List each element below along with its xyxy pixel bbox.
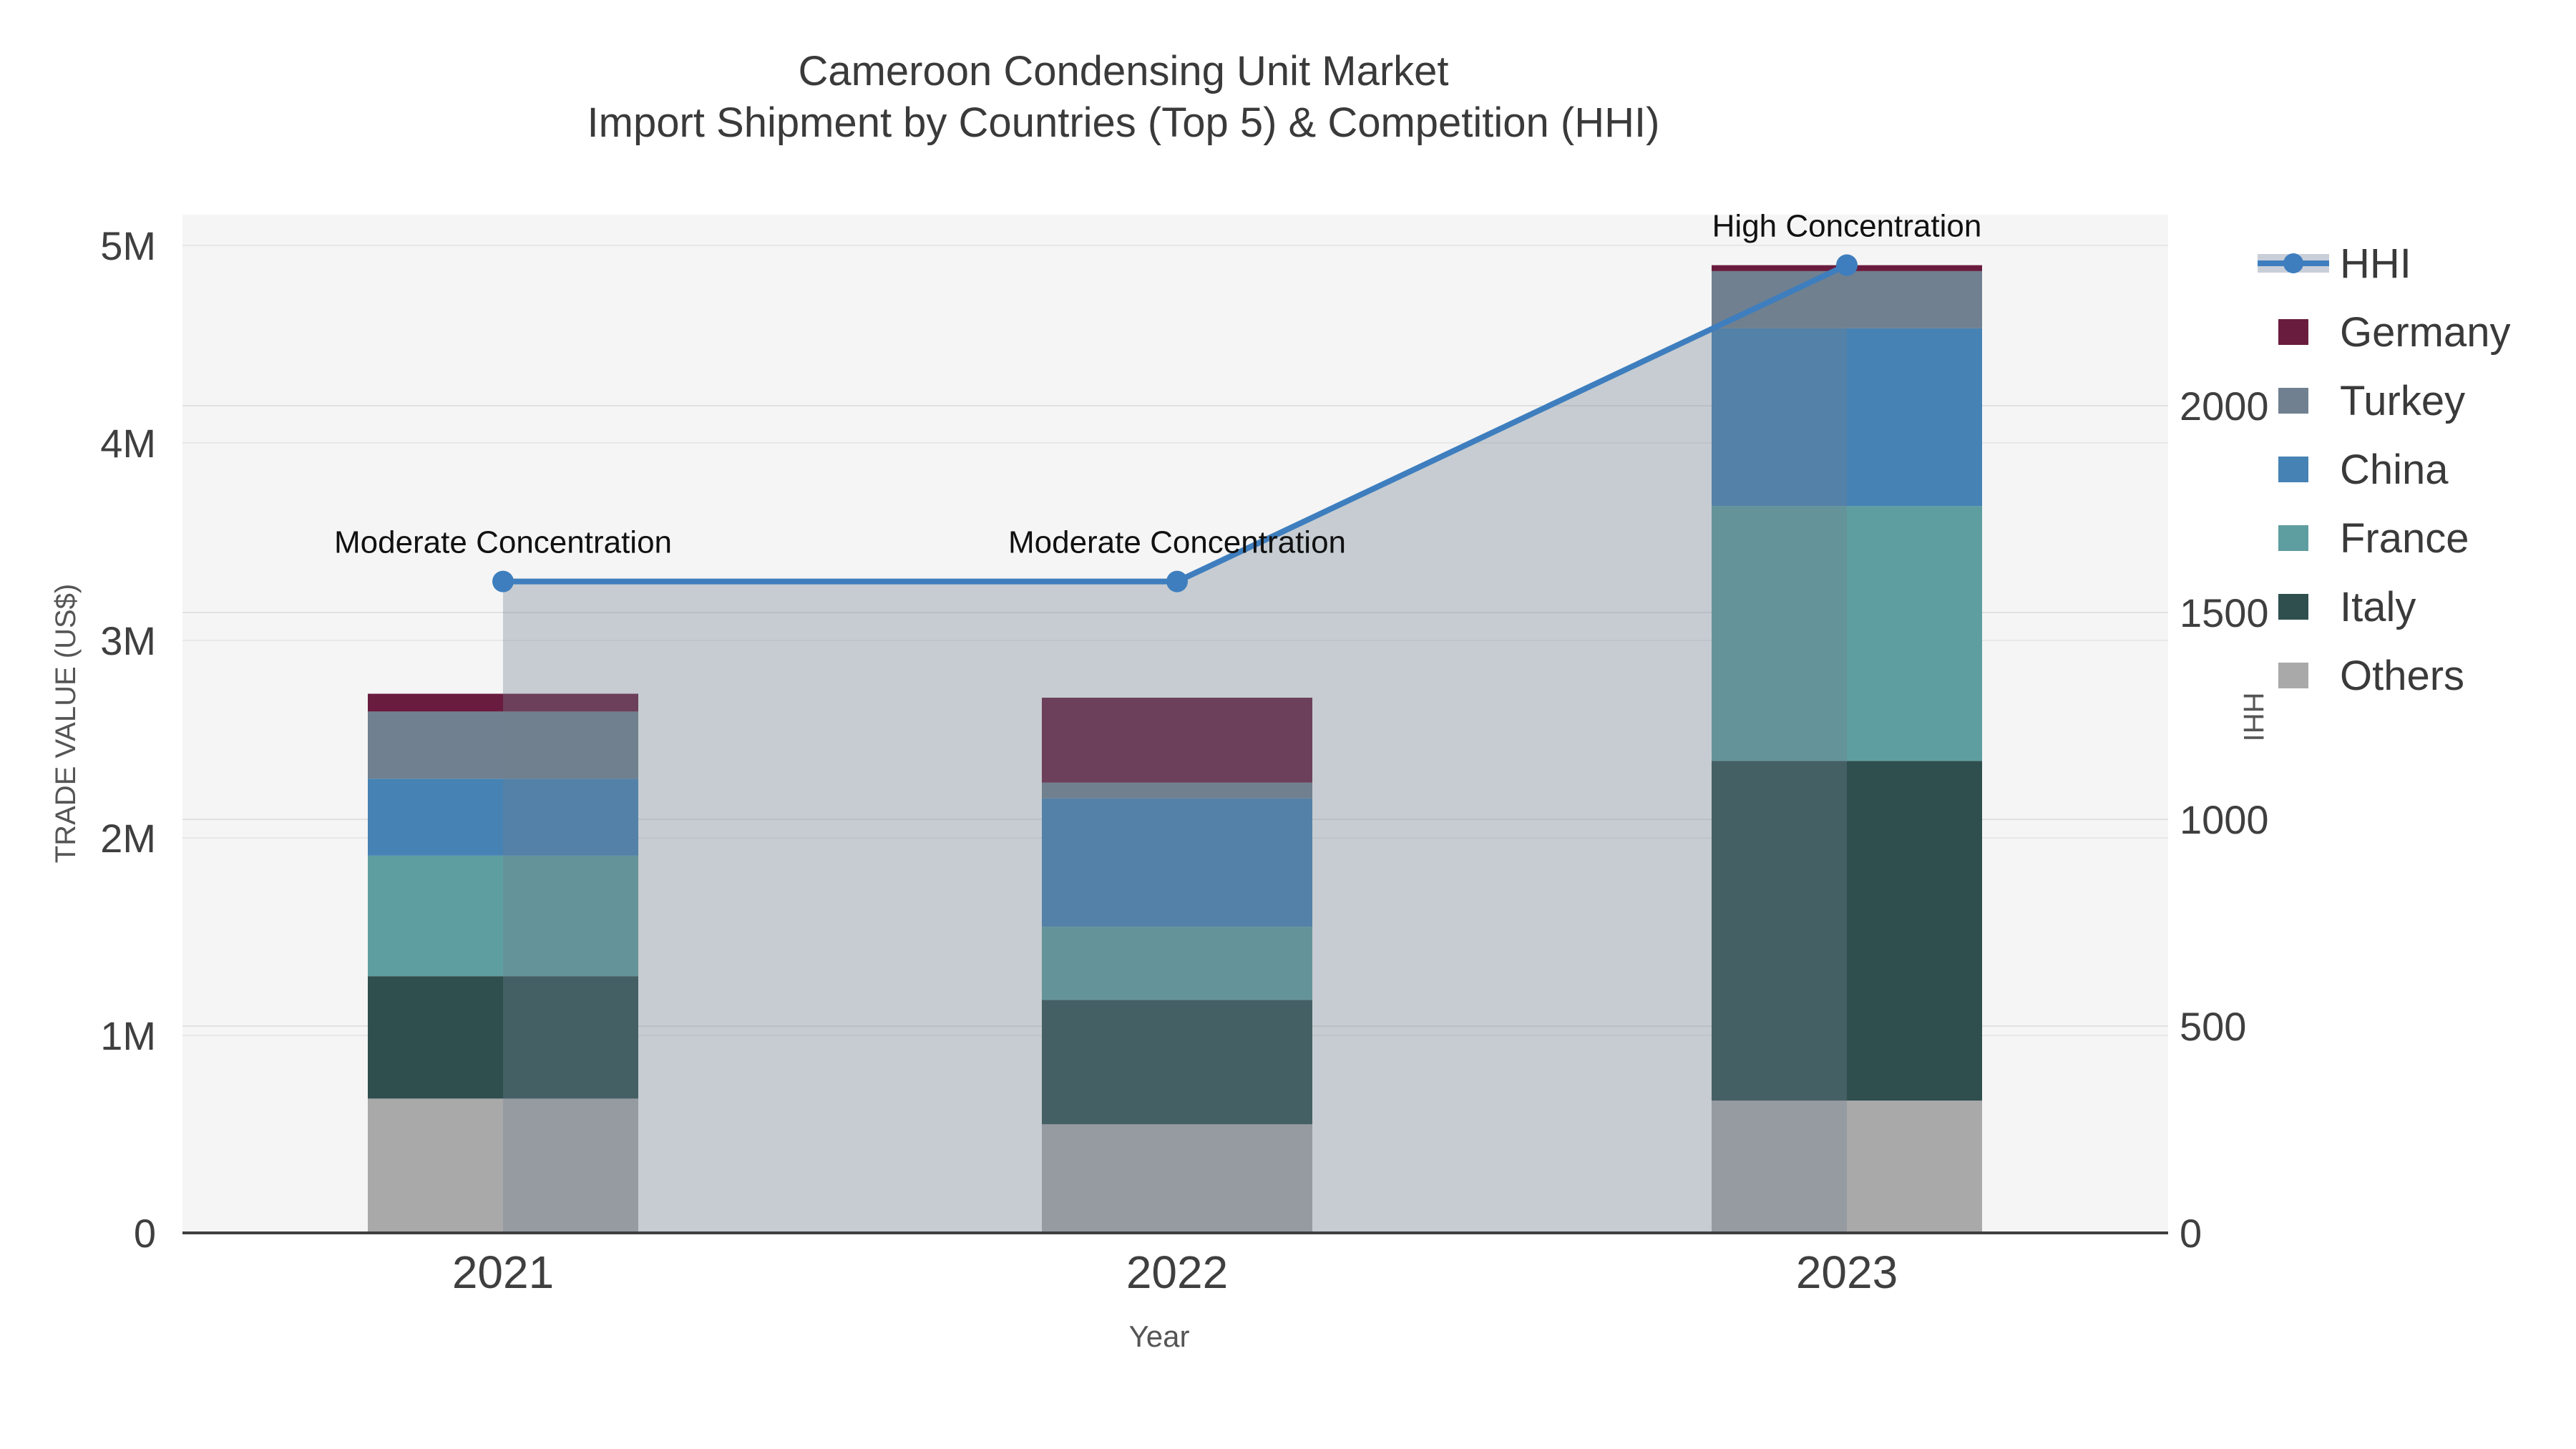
legend-item-turkey[interactable]: Turkey — [2254, 366, 2511, 435]
legend-swatch-icon — [2254, 594, 2333, 620]
x-tick-2023: 2023 — [1796, 1246, 1898, 1298]
bar-segment-2021-germany[interactable] — [368, 693, 638, 712]
bar-segment-2022-italy[interactable] — [1042, 1000, 1312, 1125]
legend-label: Turkey — [2340, 377, 2466, 424]
bar-segment-2021-others[interactable] — [368, 1098, 638, 1233]
legend-label: Italy — [2340, 583, 2416, 630]
hhi-marker-2022[interactable] — [1166, 570, 1188, 592]
x-axis-title: Year — [1129, 1319, 1190, 1353]
y-right-tick-2000: 2000 — [2180, 384, 2269, 429]
annotation-2021: Moderate Concentration — [334, 525, 672, 560]
y-axis-title-left: TRADE VALUE (US$) — [50, 584, 82, 863]
hhi-marker-2021[interactable] — [492, 570, 514, 592]
y-right-tick-1000: 1000 — [2180, 797, 2269, 842]
bar-segment-2021-france[interactable] — [368, 855, 638, 977]
y-right-tick-0: 0 — [2180, 1211, 2202, 1256]
bar-segment-2022-turkey[interactable] — [1042, 782, 1312, 799]
legend-item-italy[interactable]: Italy — [2254, 572, 2511, 641]
legend-swatch-icon — [2254, 319, 2333, 345]
y-left-tick-3M: 3M — [100, 618, 156, 663]
y-right-tick-500: 500 — [2180, 1004, 2246, 1049]
x-tick-2021: 2021 — [452, 1246, 554, 1298]
bar-segment-2023-italy[interactable] — [1712, 761, 1982, 1101]
legend-item-hhi[interactable]: HHI — [2254, 229, 2511, 298]
bar-segment-2023-turkey[interactable] — [1712, 270, 1982, 328]
bar-segment-2023-china[interactable] — [1712, 328, 1982, 507]
hhi-area-fill — [503, 265, 1847, 1234]
bar-segment-2022-others[interactable] — [1042, 1124, 1312, 1233]
legend: HHI Germany Turkey China France Italy Others — [2254, 229, 2511, 710]
bar-segment-2023-france[interactable] — [1712, 506, 1982, 761]
legend-item-others[interactable]: Others — [2254, 641, 2511, 710]
bar-segment-2022-china[interactable] — [1042, 798, 1312, 927]
bar-segment-2021-china[interactable] — [368, 779, 638, 856]
bar-segment-2021-turkey[interactable] — [368, 711, 638, 779]
y-left-tick-2M: 2M — [100, 816, 156, 861]
legend-item-germany[interactable]: Germany — [2254, 298, 2511, 366]
hhi-marker-2023[interactable] — [1836, 254, 1858, 276]
y-left-tick-1M: 1M — [100, 1013, 156, 1058]
chart-title: Cameroon Condensing Unit Market — [798, 48, 1449, 94]
y-left-tick-5M: 5M — [100, 223, 156, 268]
chart-title-block: Cameroon Condensing Unit Market Import S… — [0, 46, 2247, 149]
bars — [368, 265, 1982, 1233]
hhi-line-icon — [2254, 253, 2333, 273]
bar-segment-2022-germany[interactable] — [1042, 698, 1312, 783]
legend-label: Germany — [2340, 308, 2511, 356]
legend-label: HHI — [2340, 240, 2411, 287]
y-left-tick-0: 0 — [134, 1211, 156, 1256]
legend-label: China — [2340, 446, 2449, 493]
y-right-tick-1500: 1500 — [2180, 590, 2269, 635]
bar-segment-2023-others[interactable] — [1712, 1101, 1982, 1233]
chart-subtitle: Import Shipment by Countries (Top 5) & C… — [587, 99, 1660, 146]
y-axis-title-right: HHI — [2238, 693, 2269, 742]
legend-item-china[interactable]: China — [2254, 435, 2511, 504]
legend-label: Others — [2340, 652, 2465, 699]
legend-swatch-icon — [2254, 525, 2333, 551]
annotation-2023: High Concentration — [1712, 208, 1982, 243]
x-tick-2022: 2022 — [1126, 1246, 1228, 1298]
legend-swatch-icon — [2254, 663, 2333, 688]
legend-swatch-icon — [2254, 457, 2333, 482]
legend-label: France — [2340, 514, 2469, 562]
y-left-tick-4M: 4M — [100, 421, 156, 466]
bar-segment-2021-italy[interactable] — [368, 976, 638, 1099]
legend-item-france[interactable]: France — [2254, 504, 2511, 572]
bar-segment-2022-france[interactable] — [1042, 927, 1312, 1000]
legend-swatch-icon — [2254, 388, 2333, 414]
annotation-2022: Moderate Concentration — [1008, 525, 1346, 560]
